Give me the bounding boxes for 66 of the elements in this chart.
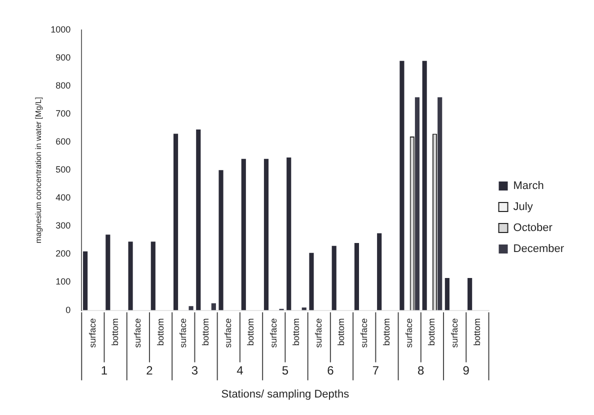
text: 5 <box>282 364 289 378</box>
bar <box>468 278 472 310</box>
bar <box>438 97 442 310</box>
bar <box>286 158 292 310</box>
y-axis-title: magnesium concentration in water [Mg/L] <box>34 96 44 244</box>
bar <box>83 251 88 310</box>
x-tick-label: bottom <box>426 318 437 346</box>
x-tick-label: surface <box>449 318 460 348</box>
x-tick-label: surface <box>132 318 143 348</box>
y-tick-label: 1000 <box>50 24 71 34</box>
x-tick-label: surface <box>268 318 278 348</box>
x-tick-label: bottom <box>246 318 256 346</box>
bar <box>414 97 420 310</box>
x-tick-label: surface <box>314 318 324 348</box>
bar <box>173 134 178 310</box>
x-tick-label: surface <box>178 318 188 348</box>
text: 9 <box>462 364 470 378</box>
text: 1 <box>100 364 108 378</box>
x-tick-label: surface <box>358 318 369 348</box>
y-tick-label: 800 <box>56 80 71 91</box>
bar <box>332 246 336 310</box>
bar <box>128 242 133 310</box>
x-tick-label: bottom <box>110 318 120 346</box>
y-tick-label: 600 <box>56 136 71 147</box>
y-tick-label: 200 <box>56 248 71 259</box>
y-tick-label: 900 <box>56 52 71 63</box>
x-tick-label: bottom <box>155 318 166 346</box>
x-tick-label: surface <box>404 318 414 348</box>
legend-label: December <box>513 243 564 256</box>
text: 4 <box>236 364 244 378</box>
x-tick-label: bottom <box>290 318 301 346</box>
x-tick-label: bottom <box>381 318 392 346</box>
y-tick-label: 100 <box>56 276 71 287</box>
legend-label: March <box>513 180 544 192</box>
bar <box>241 158 246 310</box>
bar <box>444 278 450 310</box>
y-tick-label: 500 <box>56 164 71 175</box>
bar <box>188 306 194 310</box>
y-tick-label: 400 <box>56 192 71 203</box>
bar <box>309 252 314 310</box>
bar <box>218 170 224 310</box>
x-tick-label: surface <box>223 318 234 348</box>
text: 8 <box>418 364 425 378</box>
bar <box>211 303 216 310</box>
x-tick-label: bottom <box>200 318 211 346</box>
bar <box>354 243 360 310</box>
bar <box>377 233 382 310</box>
legend-label: July <box>513 201 534 214</box>
bar <box>150 242 156 310</box>
text: 7 <box>372 364 380 378</box>
y-tick-label: 300 <box>56 220 71 231</box>
legend-label: October <box>513 222 553 234</box>
x-tick-label: bottom <box>472 318 482 346</box>
bar <box>106 234 110 310</box>
bar <box>400 60 404 310</box>
bar <box>422 60 427 310</box>
bar <box>196 130 201 310</box>
text: 2 <box>146 364 154 378</box>
x-axis-title: Stations/ sampling Depths <box>221 388 350 400</box>
text: 6 <box>327 364 334 378</box>
bar <box>264 158 269 310</box>
x-tick-label: bottom <box>336 318 346 346</box>
text: 3 <box>191 364 198 378</box>
y-tick-label: 700 <box>56 108 71 119</box>
y-tick-label: 0 <box>66 304 71 315</box>
x-tick-label: surface <box>87 318 98 348</box>
